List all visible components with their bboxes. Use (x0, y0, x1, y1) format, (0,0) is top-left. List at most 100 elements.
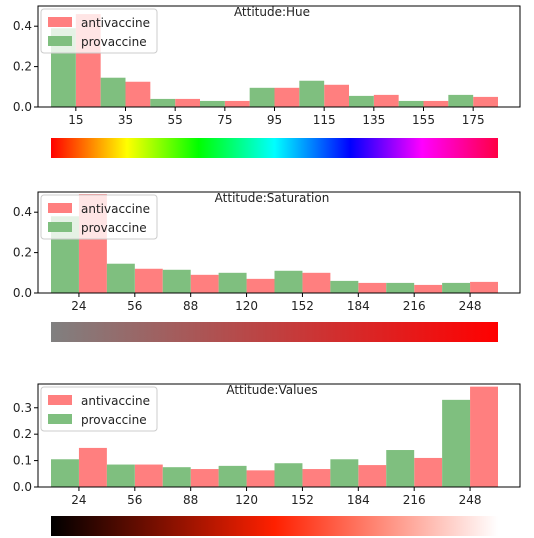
bar-antivaccine-184 (358, 465, 387, 487)
y-tick-label: 0.4 (13, 19, 32, 33)
colorbar-saturation (51, 322, 498, 342)
chart-3: 24 56 88 120 152 184 216 248 0.0 0.1 0.2 0.3 Attitud… (13, 383, 521, 536)
bar-antivaccine-55 (175, 98, 200, 107)
bar-antivaccine-24 (78, 447, 107, 487)
chart-title: Attitude:Values (226, 383, 317, 397)
y-tick-label: 0.0 (13, 286, 32, 300)
bar-provaccine-152 (274, 463, 303, 487)
x-tick-label: 55 (168, 113, 183, 127)
plot-frame (37, 383, 521, 488)
x-tick-label: 248 (459, 299, 482, 313)
x-tick-label: 184 (347, 299, 370, 313)
bar-provaccine-216 (386, 282, 415, 293)
legend-label-provaccine: provaccine (81, 413, 147, 427)
legend: antivaccine provaccine (40, 386, 158, 432)
bar-antivaccine-152 (302, 469, 331, 487)
x-tick-label: 175 (462, 113, 485, 127)
chart-2: 24 56 88 120 152 184 216 248 0.0 0.2 0.4 Attitude:S… (13, 191, 521, 342)
bar-antivaccine-248 (470, 281, 498, 293)
bar-provaccine-56 (106, 464, 135, 487)
chart-title: Attitude:Saturation (215, 191, 330, 205)
bar-antivaccine-184 (358, 282, 387, 293)
bar-antivaccine-115 (324, 84, 349, 107)
bar-antivaccine-88 (190, 469, 219, 487)
x-tick-label: 216 (403, 299, 426, 313)
x-tick-label: 120 (235, 493, 258, 507)
bar-antivaccine-75 (224, 100, 250, 107)
legend-swatch-antivaccine (48, 203, 72, 213)
bar-provaccine-75 (200, 100, 225, 107)
x-tick-label: 135 (362, 113, 385, 127)
bar-antivaccine-56 (134, 268, 163, 293)
bar-provaccine-216 (386, 450, 415, 487)
legend-label-provaccine: provaccine (81, 35, 147, 49)
legend-label-provaccine: provaccine (81, 221, 147, 235)
bar-provaccine-135 (349, 95, 374, 107)
x-tick-label: 115 (313, 113, 336, 127)
bar-provaccine-120 (218, 465, 247, 487)
bar-provaccine-184 (330, 280, 359, 293)
bar-provaccine-155 (398, 100, 424, 107)
chart-title: Attitude:Hue (234, 5, 310, 19)
legend-label-antivaccine: antivaccine (81, 394, 150, 408)
legend-swatch-antivaccine (48, 17, 72, 27)
y-tick-label: 0.1 (13, 454, 32, 468)
x-tick-label: 155 (412, 113, 435, 127)
bar-antivaccine-120 (246, 278, 275, 293)
legend: antivaccine provaccine (40, 8, 158, 54)
y-tick-label: 0.2 (13, 246, 32, 260)
y-tick-label: 0.2 (13, 60, 32, 74)
bar-provaccine-152 (274, 270, 303, 293)
bar-antivaccine-152 (302, 272, 331, 293)
x-tick-label: 56 (127, 493, 142, 507)
bar-antivaccine-35 (125, 81, 151, 107)
bar-provaccine-184 (330, 459, 359, 487)
bar-provaccine-24 (51, 459, 79, 487)
x-tick-label: 248 (459, 493, 482, 507)
legend-swatch-antivaccine (48, 395, 72, 405)
y-tick-label: 0.3 (13, 401, 32, 415)
bar-antivaccine-120 (246, 470, 275, 487)
colorbar-value (51, 516, 498, 536)
legend-label-antivaccine: antivaccine (81, 16, 150, 30)
bar-provaccine-88 (162, 269, 191, 293)
y-tick-label: 0.4 (13, 205, 32, 219)
plot-frame (37, 191, 521, 294)
bar-provaccine-95 (249, 87, 275, 107)
x-tick-label: 95 (267, 113, 282, 127)
x-tick-label: 88 (183, 493, 198, 507)
bar-provaccine-88 (162, 467, 191, 487)
bar-antivaccine-175 (473, 96, 498, 107)
legend-label-antivaccine: antivaccine (81, 202, 150, 216)
x-tick-label: 35 (118, 113, 133, 127)
legend: antivaccine provaccine (40, 194, 158, 240)
bar-provaccine-248 (442, 282, 471, 293)
x-tick-label: 120 (235, 299, 258, 313)
x-tick-label: 152 (291, 299, 314, 313)
bar-provaccine-56 (106, 263, 135, 293)
y-tick-label: 0.0 (13, 100, 32, 114)
bar-provaccine-120 (218, 272, 247, 293)
x-tick-label: 216 (403, 493, 426, 507)
bar-antivaccine-95 (274, 87, 300, 107)
x-tick-label: 75 (217, 113, 232, 127)
chart-1: 15 35 55 75 95 115 135 155 175 0.0 0.2 0.4 Attitude:… (13, 5, 521, 158)
bar-antivaccine-248 (470, 386, 498, 487)
x-tick-label: 56 (127, 299, 142, 313)
bar-antivaccine-155 (423, 100, 449, 107)
bar-provaccine-55 (150, 98, 176, 107)
y-tick-label: 0.0 (13, 480, 32, 494)
x-tick-label: 152 (291, 493, 314, 507)
legend-swatch-provaccine (48, 36, 72, 46)
x-tick-label: 24 (71, 493, 86, 507)
bar-antivaccine-135 (373, 94, 399, 107)
bar-provaccine-248 (442, 399, 471, 487)
x-tick-label: 184 (347, 493, 370, 507)
y-tick-label: 0.2 (13, 427, 32, 441)
x-tick-label: 15 (68, 113, 83, 127)
bar-provaccine-35 (100, 77, 126, 107)
plot-frame (37, 5, 521, 108)
bar-antivaccine-216 (414, 284, 443, 293)
bar-provaccine-175 (448, 94, 474, 107)
